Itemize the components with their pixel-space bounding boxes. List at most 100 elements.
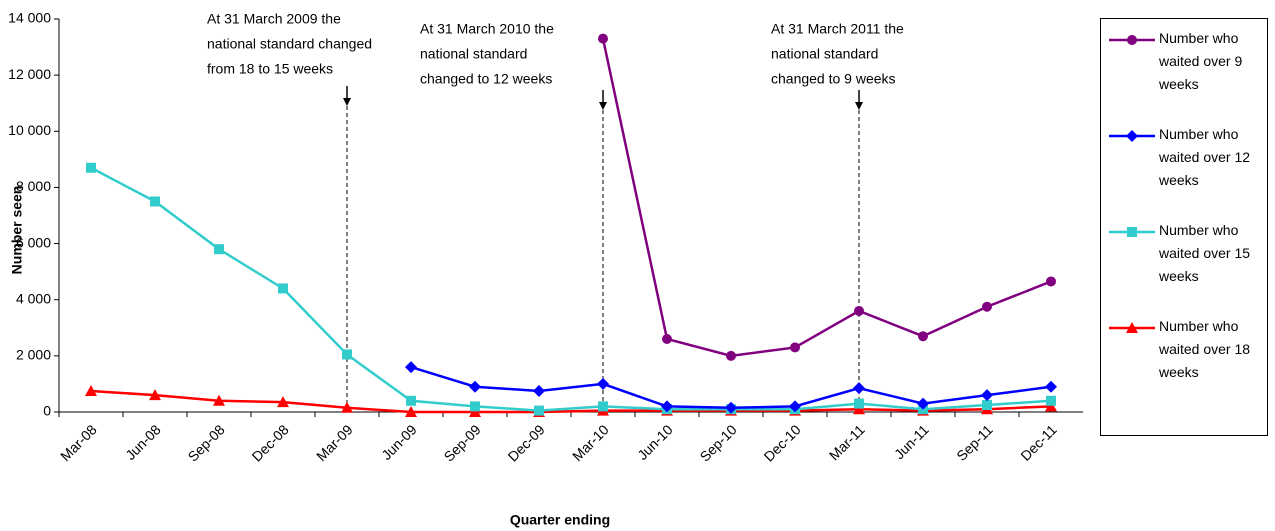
marker [1126, 130, 1138, 142]
arrow-head [855, 102, 863, 110]
marker [982, 301, 992, 312]
marker [85, 384, 97, 396]
x-tick-label: Jun-11 [891, 421, 932, 462]
marker [469, 380, 481, 393]
marker [1046, 276, 1056, 287]
marker [149, 389, 161, 401]
marker [341, 401, 353, 413]
x-tick-label: Dec-08 [249, 421, 292, 464]
x-tick-label: Mar-11 [826, 421, 868, 463]
y-tick-label: 8 000 [16, 178, 51, 194]
legend-label: Number who waited over 15 weeks [1159, 222, 1251, 284]
y-axis-label: Number seen [9, 186, 25, 275]
marker [853, 403, 865, 415]
legend-entry: Number who waited over 15 weeks [1107, 219, 1267, 299]
legend-label: Number who waited over 18 weeks [1159, 318, 1251, 380]
marker [213, 394, 225, 406]
marker [597, 377, 609, 390]
marker [214, 244, 224, 255]
marker [342, 349, 352, 360]
legend-swatch [1109, 35, 1155, 45]
legend-swatch [1109, 130, 1155, 142]
x-tick-label: Mar-08 [57, 421, 100, 464]
marker [661, 400, 673, 413]
annotation: At 31 March 2010 the [420, 21, 554, 37]
legend-entry: Number who waited over 9 weeks [1107, 27, 1267, 107]
marker [854, 305, 864, 316]
marker [790, 342, 800, 353]
y-tick-label: 10 000 [8, 122, 51, 138]
marker [1127, 35, 1137, 45]
marker [1046, 395, 1056, 406]
marker [981, 389, 993, 402]
annotation: changed to 12 weeks [420, 71, 552, 87]
annotation: changed to 9 weeks [771, 71, 896, 87]
x-tick-label: Sep-09 [440, 421, 483, 464]
annotation: national standard changed [207, 36, 372, 52]
annotation: national standard [420, 46, 527, 62]
marker [534, 405, 544, 416]
marker [725, 401, 737, 414]
x-tick-label: Dec-11 [1017, 421, 1060, 464]
marker [405, 406, 417, 417]
x-tick-label: Jun-10 [634, 421, 676, 463]
series-line [601, 38, 1052, 358]
marker [854, 398, 864, 409]
annotation: At 31 March 2009 the [207, 11, 341, 27]
annotation: from 18 to 15 weeks [207, 61, 333, 77]
annotation: national standard [771, 46, 878, 62]
marker [406, 395, 416, 406]
x-tick-label: Jun-08 [122, 421, 164, 463]
y-tick-label: 6 000 [16, 234, 51, 250]
marker [533, 384, 545, 397]
y-tick-label: 2 000 [16, 347, 51, 363]
marker [1126, 322, 1138, 333]
x-tick-label: Jun-09 [378, 421, 420, 463]
y-tick-label: 4 000 [16, 290, 51, 306]
series-line [90, 389, 1052, 414]
marker [470, 401, 480, 412]
y-tick-label: 14 000 [8, 10, 51, 26]
marker [662, 334, 672, 345]
marker [598, 401, 608, 412]
x-tick-label: Dec-09 [505, 421, 548, 464]
y-tick-label: 0 [43, 403, 51, 419]
marker [982, 399, 992, 410]
legend-entry: Number who waited over 12 weeks [1107, 123, 1267, 203]
marker [405, 361, 417, 374]
marker [1127, 227, 1137, 237]
legend: Number who waited over 9 weeks Number who… [1100, 18, 1268, 436]
marker [917, 397, 929, 410]
marker [86, 162, 96, 173]
arrow-head [343, 98, 351, 106]
marker [918, 331, 928, 342]
marker [1045, 400, 1057, 412]
annotation: At 31 March 2011 the [771, 21, 904, 37]
legend-entry: Number who waited over 18 weeks [1107, 315, 1267, 395]
marker [1045, 380, 1057, 393]
series-line [410, 365, 1052, 410]
legend-swatch [1109, 322, 1155, 333]
marker [277, 396, 289, 408]
legend-label: Number who waited over 9 weeks [1159, 30, 1243, 92]
marker [150, 196, 160, 207]
x-tick-label: Sep-11 [953, 421, 996, 464]
series-line [90, 166, 1052, 412]
marker [853, 382, 865, 395]
legend-label: Number who waited over 12 weeks [1159, 126, 1251, 188]
marker [278, 283, 288, 294]
y-tick-label: 12 000 [8, 66, 51, 82]
marker [726, 350, 736, 361]
chart: Number seen Quarter ending 0 2 000 4 000 6 … [8, 10, 1083, 528]
marker [598, 33, 608, 44]
x-tick-label: Mar-10 [569, 421, 612, 464]
x-axis-label: Quarter ending [510, 512, 610, 528]
arrow-head [599, 102, 607, 110]
x-tick-label: Mar-09 [313, 421, 356, 464]
legend-swatch [1109, 227, 1155, 237]
x-tick-label: Dec-10 [761, 421, 804, 464]
marker [469, 406, 481, 417]
x-tick-label: Sep-08 [184, 421, 227, 464]
marker [789, 400, 801, 413]
